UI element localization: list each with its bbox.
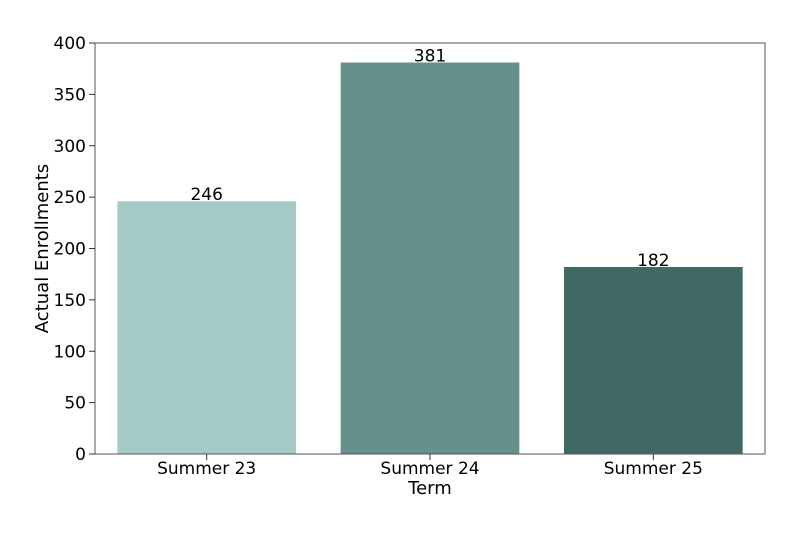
y-axis-label: Actual Enrollments [32,164,53,333]
x-tick-label: Summer 25 [604,459,703,479]
y-tick-label: 350 [54,85,86,105]
y-tick-label: 100 [54,342,86,362]
y-tick-label: 0 [75,445,86,465]
data-label: 381 [414,47,446,67]
bar-summer-25 [564,266,743,454]
y-tick-label: 150 [54,291,86,311]
data-labels-group: 246 381 182 [190,47,669,271]
y-tick-label: 300 [54,137,86,157]
bars-group [117,62,743,455]
bar-summer-24 [340,62,520,455]
x-tick-label: Summer 23 [157,459,256,479]
y-tick-label: 200 [54,240,86,260]
data-label: 182 [637,251,669,271]
bar-summer-23 [117,201,296,454]
y-tick-label: 250 [54,188,86,208]
x-axis-label: Term [407,478,452,499]
x-tick-label: Summer 24 [380,459,479,479]
y-tick-label: 50 [64,394,86,414]
y-tick-label: 400 [54,34,86,54]
y-axis: 0 50 100 150 200 250 300 350 400 [54,34,95,465]
data-label: 246 [190,185,222,205]
x-axis: Summer 23 Summer 24 Summer 25 [157,454,703,479]
